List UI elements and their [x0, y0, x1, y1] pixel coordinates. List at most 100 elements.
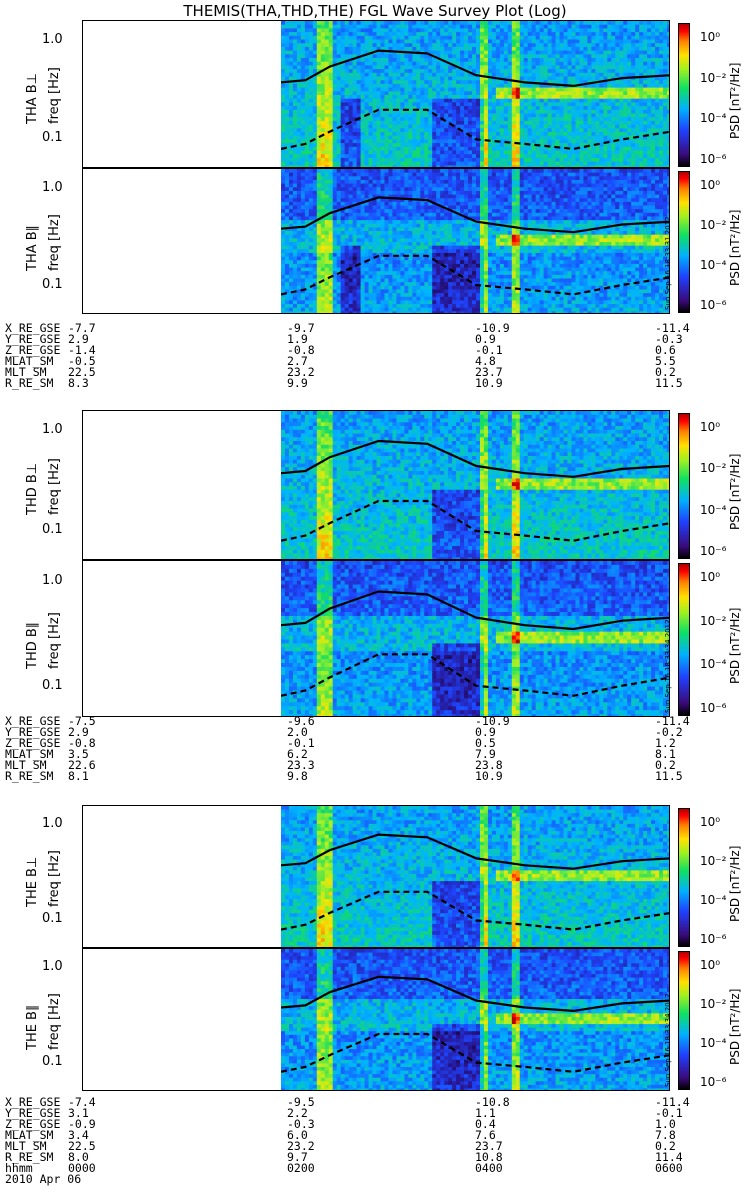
colorbar	[678, 413, 690, 559]
y-tick-label: 1.0	[42, 573, 63, 588]
ephemeris-row: R_RE_SM 8.0 9.7 10.8 11.4	[5, 1151, 705, 1163]
ephemeris-value: 23.3	[287, 759, 315, 771]
ephemeris-value: 0.4	[475, 1118, 496, 1130]
ephemeris-value: 0.9	[475, 726, 496, 738]
ephemeris-name: MLAT_SM	[5, 1129, 53, 1141]
colorbar-tick-label: 10⁻²	[700, 854, 726, 868]
colorbar-tick-label: 10⁻⁶	[700, 701, 726, 715]
ephemeris-value: -0.8	[68, 737, 96, 749]
ephemeris-value: 0.2	[655, 366, 676, 378]
solid-line	[281, 49, 669, 88]
y-tick-label: 0.1	[42, 277, 63, 292]
colorbar-label: PSD [nT²/Hz]	[728, 988, 742, 1064]
ephemeris-name: R_RE_SM	[5, 377, 53, 389]
ephemeris-row: MLT_SM 22.5 23.2 23.7 0.2	[5, 1140, 705, 1152]
ephemeris-value: 22.5	[68, 1140, 96, 1152]
ephemeris-value: -0.3	[287, 1118, 315, 1130]
ephemeris-row: MLAT_SM -0.5 2.7 4.8 5.5	[5, 355, 705, 367]
ephemeris-name: hhmm	[5, 1162, 33, 1174]
ephemeris-value: 8.1	[655, 748, 676, 760]
ephemeris-value: 0400	[475, 1162, 503, 1174]
colorbar-tick-label: 10⁰	[700, 958, 720, 972]
ephemeris-name: Z_RE_GSE	[5, 344, 60, 356]
ephemeris-row: Y_RE_GSE 2.9 2.0 0.9 -0.2	[5, 726, 705, 738]
colorbar	[678, 951, 690, 1090]
colorbar-label: PSD [nT²/Hz]	[728, 210, 742, 286]
freq-axis-label: freq [Hz]	[47, 612, 62, 669]
ephemeris-value: 2.2	[287, 1107, 308, 1119]
plot-area	[82, 948, 670, 1091]
freq-axis-label: freq [Hz]	[47, 214, 62, 271]
plot-area	[82, 805, 670, 948]
plot-area	[82, 410, 670, 560]
ephemeris-row: MLT_SM 22.6 23.3 23.8 0.2	[5, 759, 705, 771]
ephemeris-value: -0.1	[287, 737, 315, 749]
ephemeris-row: R_RE_SM 8.1 9.8 10.9 11.5	[5, 770, 705, 782]
ephemeris-row: Z_RE_GSE -1.4 -0.8 -0.1 0.6	[5, 344, 705, 356]
plot-area	[82, 20, 670, 168]
ephemeris-name: R_RE_SM	[5, 1151, 53, 1163]
spectrogram-panel: THA B∥ freq [Hz] 1.0 0.1	[25, 168, 670, 314]
ephemeris-value: 11.5	[655, 770, 683, 782]
ephemeris-value: -11.4	[655, 322, 690, 334]
ephemeris-value: -11.4	[655, 1096, 690, 1108]
ephemeris-value: 5.5	[655, 355, 676, 367]
ephemeris-name: Z_RE_GSE	[5, 737, 60, 749]
ephemeris-value: 23.7	[475, 366, 503, 378]
colorbar-tick-label: 10⁻⁴	[700, 111, 726, 125]
ephemeris-value: 0.5	[475, 737, 496, 749]
ephemeris-value: 11.4	[655, 1151, 683, 1163]
probe-label: THA B⊥	[25, 73, 40, 124]
ephemeris-value: 1.9	[287, 333, 308, 345]
ephemeris-row: Y_RE_GSE 2.9 1.9 0.9 -0.3	[5, 333, 705, 345]
spectrogram-image	[281, 949, 669, 1090]
ephemeris-value: 22.5	[68, 366, 96, 378]
ephemeris-value: -0.9	[68, 1118, 96, 1130]
freq-axis-label: freq [Hz]	[47, 67, 62, 124]
timestamp: Sun Sep 16 18:33:31 2012	[664, 216, 672, 310]
freq-axis-label: freq [Hz]	[47, 850, 62, 907]
date-label: 2010 Apr 06	[5, 1173, 81, 1185]
y-tick-label: 1.0	[42, 959, 63, 974]
ephemeris-value: 2.9	[68, 726, 89, 738]
ephemeris-value: 23.7	[475, 1140, 503, 1152]
ephemeris-value: 7.9	[475, 748, 496, 760]
ephemeris-value: 3.4	[68, 1129, 89, 1141]
colorbar-tick-label: 10⁻⁶	[700, 544, 726, 558]
ephemeris-value: 8.0	[68, 1151, 89, 1163]
ephemeris-value: -9.5	[287, 1096, 315, 1108]
y-tick-label: 0.1	[42, 1054, 63, 1069]
ephemeris-value: 0000	[68, 1162, 96, 1174]
ephemeris-value: 9.8	[287, 770, 308, 782]
ephemeris-value: -0.3	[655, 333, 683, 345]
y-tick-label: 0.1	[42, 911, 63, 926]
ephemeris-value: 23.2	[287, 366, 315, 378]
colorbar-tick-label: 10⁻²	[700, 218, 726, 232]
timestamp: Sun Sep 16 18:33:34 2012	[664, 993, 672, 1087]
colorbar-tick-label: 10⁰	[700, 420, 720, 434]
ephemeris-value: 0.2	[655, 1140, 676, 1152]
ephemeris-value: -1.4	[68, 344, 96, 356]
solid-line	[281, 196, 669, 234]
ephemeris-row: MLAT_SM 3.5 6.2 7.9 8.1	[5, 748, 705, 760]
spectrogram-panel: THA B⊥ freq [Hz] 1.0 0.1	[25, 20, 670, 168]
colorbar-tick-label: 10⁰	[700, 30, 720, 44]
ephemeris-value: 9.9	[287, 377, 308, 389]
colorbar-tick-label: 10⁻⁶	[700, 152, 726, 166]
spectrogram-panel: THD B∥ freq [Hz] 1.0 0.1	[25, 560, 670, 717]
ephemeris-row: R_RE_SM 8.3 9.9 10.9 11.5	[5, 377, 705, 389]
colorbar	[678, 23, 690, 167]
ephemeris-value: 0200	[287, 1162, 315, 1174]
probe-label: THA B∥	[25, 225, 40, 271]
ephemeris-name: Y_RE_GSE	[5, 1107, 60, 1119]
ephemeris-row: hhmm 0000 0200 0400 0600	[5, 1162, 705, 1174]
colorbar-tick-label: 10⁻⁶	[700, 298, 726, 312]
colorbar-tick-label: 10⁻⁴	[700, 1036, 726, 1050]
ephemeris-value: 6.2	[287, 748, 308, 760]
ephemeris-value: 22.6	[68, 759, 96, 771]
freq-axis-label: freq [Hz]	[47, 458, 62, 515]
ephemeris-value: -7.4	[68, 1096, 96, 1108]
colorbar-tick-label: 10⁻⁴	[700, 893, 726, 907]
probe-label: THE B⊥	[25, 856, 40, 906]
colorbar-label: PSD [nT²/Hz]	[728, 63, 742, 139]
